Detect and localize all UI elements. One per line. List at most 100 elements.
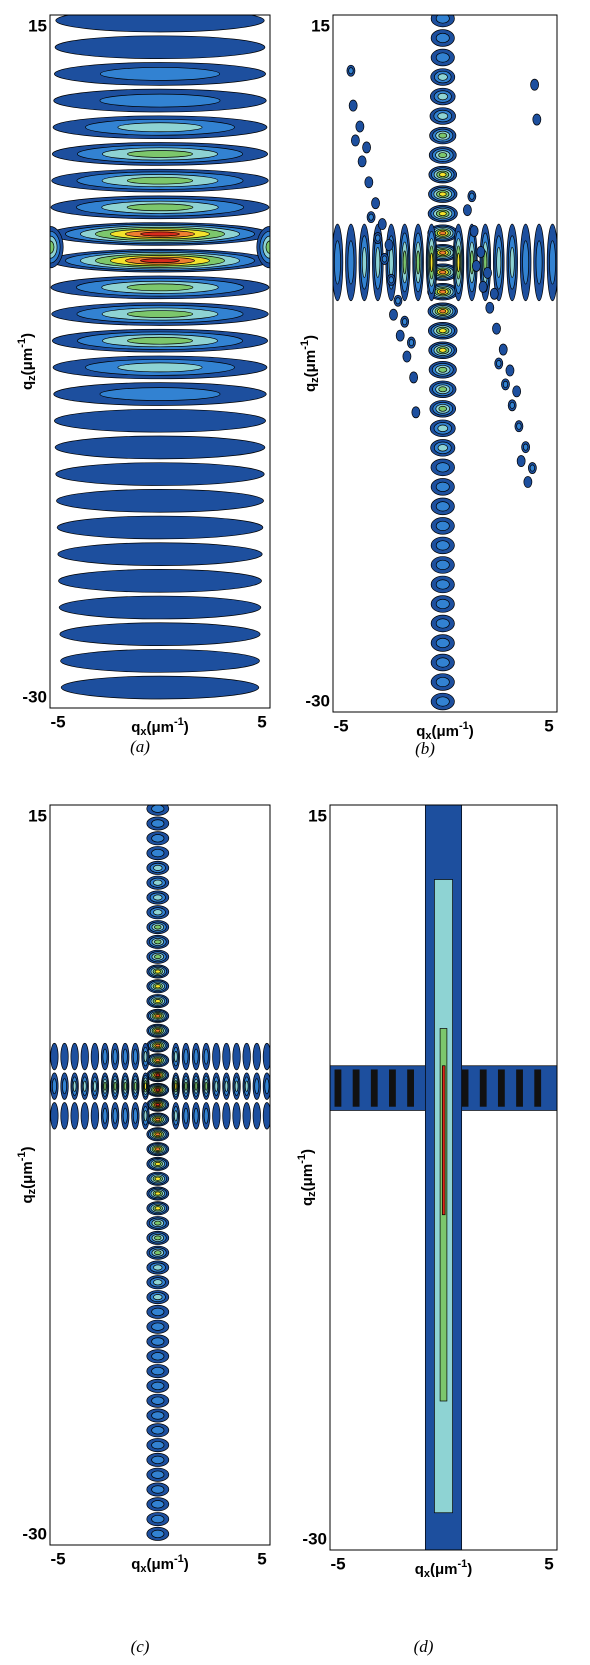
contour-blob bbox=[155, 1192, 160, 1195]
contour-blob bbox=[531, 79, 539, 90]
contour-blob bbox=[439, 348, 446, 352]
contour-blob bbox=[60, 623, 260, 646]
x-axis-label-part: (μm bbox=[147, 719, 175, 736]
contour-blob bbox=[103, 1108, 107, 1123]
y-tick-label: -30 bbox=[305, 691, 330, 710]
contour-blob bbox=[470, 225, 478, 236]
x-axis-label-part: ) bbox=[467, 1561, 472, 1578]
contour-blob bbox=[536, 241, 542, 284]
panel-caption: (a) bbox=[130, 737, 150, 756]
y-axis-label: qz(μm-1) bbox=[16, 1147, 38, 1204]
contour-blob bbox=[100, 94, 220, 107]
contour-blob bbox=[155, 1177, 160, 1180]
contour-blob bbox=[156, 1074, 160, 1076]
panel-caption: (c) bbox=[131, 1637, 150, 1656]
contour-blob bbox=[152, 1456, 164, 1464]
contour-blob bbox=[153, 1265, 162, 1270]
contour-blob bbox=[436, 53, 449, 62]
contour-blob bbox=[439, 367, 447, 372]
y-axis-label-part: (μm bbox=[302, 350, 319, 378]
contour-blob bbox=[174, 1051, 177, 1061]
contour-blob bbox=[127, 337, 192, 344]
contour-blob bbox=[152, 1338, 164, 1346]
contour-blob bbox=[479, 281, 487, 292]
contour-blob bbox=[124, 1082, 126, 1090]
contour-blob bbox=[436, 541, 449, 550]
contour-blob bbox=[363, 142, 371, 153]
x-axis-label-part: (μm bbox=[147, 1556, 175, 1573]
contour-blob bbox=[517, 456, 525, 467]
contour-band bbox=[353, 1069, 360, 1106]
contour-blob bbox=[223, 1043, 230, 1070]
y-axis-label: qz(μm-1) bbox=[16, 333, 38, 390]
y-axis-label-part: q bbox=[19, 1194, 36, 1203]
contour-blob bbox=[440, 290, 446, 293]
contour-blob bbox=[436, 33, 449, 42]
y-axis-label-part: ) bbox=[302, 335, 319, 340]
contour-blob bbox=[154, 940, 161, 944]
contour-blob bbox=[152, 805, 164, 813]
contour-blob bbox=[389, 309, 397, 320]
contour-blob bbox=[396, 298, 401, 304]
contour-blob bbox=[430, 253, 433, 272]
x-axis-label-part: q bbox=[131, 719, 140, 736]
contour-blob bbox=[530, 465, 535, 471]
contour-blob bbox=[349, 68, 354, 74]
contour-blob bbox=[358, 156, 366, 167]
x-axis-label-part: (μm bbox=[430, 1561, 458, 1578]
contour-blob bbox=[416, 251, 419, 274]
contour-blob bbox=[365, 177, 373, 188]
contour-blob bbox=[152, 1353, 164, 1361]
contour-blob bbox=[484, 267, 492, 278]
contour-blob bbox=[152, 1397, 164, 1405]
x-axis-label-part: -1 bbox=[174, 716, 184, 728]
contour-blob bbox=[253, 1102, 260, 1129]
contour-blob bbox=[91, 1102, 98, 1129]
contour-blob bbox=[118, 123, 202, 132]
contour-blob bbox=[223, 1102, 230, 1129]
contour-blob bbox=[154, 1221, 161, 1225]
x-axis-label: qx(μm-1) bbox=[415, 1558, 473, 1580]
contour-blob bbox=[436, 658, 449, 667]
y-tick-label: 15 bbox=[28, 16, 47, 35]
contour-blob bbox=[440, 270, 446, 273]
contour-blob bbox=[57, 516, 263, 539]
contour-blob bbox=[436, 463, 449, 472]
contour-blob bbox=[436, 677, 449, 686]
contour-blob bbox=[81, 1102, 88, 1129]
contour-blob bbox=[61, 649, 260, 672]
x-tick-label: 5 bbox=[544, 1554, 553, 1573]
contour-blob bbox=[213, 1102, 220, 1129]
contour-blob bbox=[492, 323, 500, 334]
contour-blob bbox=[470, 193, 475, 199]
contour-blob bbox=[58, 543, 262, 566]
contour-blob bbox=[153, 880, 162, 885]
contour-blob bbox=[436, 697, 449, 706]
x-axis-label: qx(μm-1) bbox=[131, 716, 189, 738]
contour-blob bbox=[439, 173, 446, 177]
contour-band bbox=[480, 1069, 487, 1106]
contour-blob bbox=[409, 339, 414, 345]
contour-blob bbox=[113, 1049, 117, 1064]
contour-blob bbox=[155, 970, 160, 973]
contour-blob bbox=[51, 1043, 58, 1070]
contour-blob bbox=[440, 231, 446, 234]
panel-caption: (b) bbox=[415, 739, 435, 758]
contour-blob bbox=[152, 1486, 164, 1494]
contour-blob bbox=[439, 212, 446, 216]
contour-blob bbox=[52, 1079, 56, 1094]
contour-blob bbox=[440, 251, 446, 254]
contour-blob bbox=[71, 1102, 78, 1129]
contour-blob bbox=[243, 1043, 250, 1070]
contour-blob bbox=[152, 1530, 164, 1538]
contour-blob bbox=[123, 1049, 127, 1064]
contour-blob bbox=[61, 1102, 68, 1129]
contour-blob bbox=[185, 1082, 187, 1090]
contour-blob bbox=[233, 1043, 240, 1070]
contour-blob bbox=[225, 1081, 228, 1091]
x-axis-label-part: ) bbox=[469, 723, 474, 740]
contour-band bbox=[407, 1069, 414, 1106]
contour-blob bbox=[523, 241, 529, 284]
y-tick-label: 15 bbox=[308, 806, 327, 825]
contour-blob bbox=[369, 214, 374, 220]
